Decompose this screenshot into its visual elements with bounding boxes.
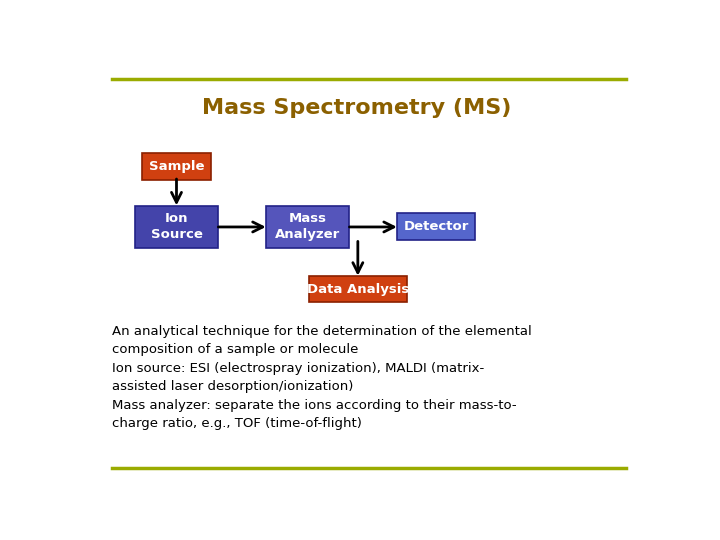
FancyBboxPatch shape [266, 206, 349, 248]
FancyBboxPatch shape [135, 206, 218, 248]
Text: Ion
Source: Ion Source [150, 212, 202, 241]
FancyBboxPatch shape [309, 276, 407, 302]
FancyBboxPatch shape [397, 213, 475, 240]
Text: An analytical technique for the determination of the elemental
composition of a : An analytical technique for the determin… [112, 325, 532, 430]
Text: Sample: Sample [149, 160, 204, 173]
FancyBboxPatch shape [142, 153, 212, 180]
Text: Mass Spectrometry (MS): Mass Spectrometry (MS) [202, 98, 511, 118]
Text: Detector: Detector [403, 220, 469, 233]
Text: Mass
Analyzer: Mass Analyzer [275, 212, 341, 241]
Text: Data Analysis: Data Analysis [307, 283, 409, 296]
